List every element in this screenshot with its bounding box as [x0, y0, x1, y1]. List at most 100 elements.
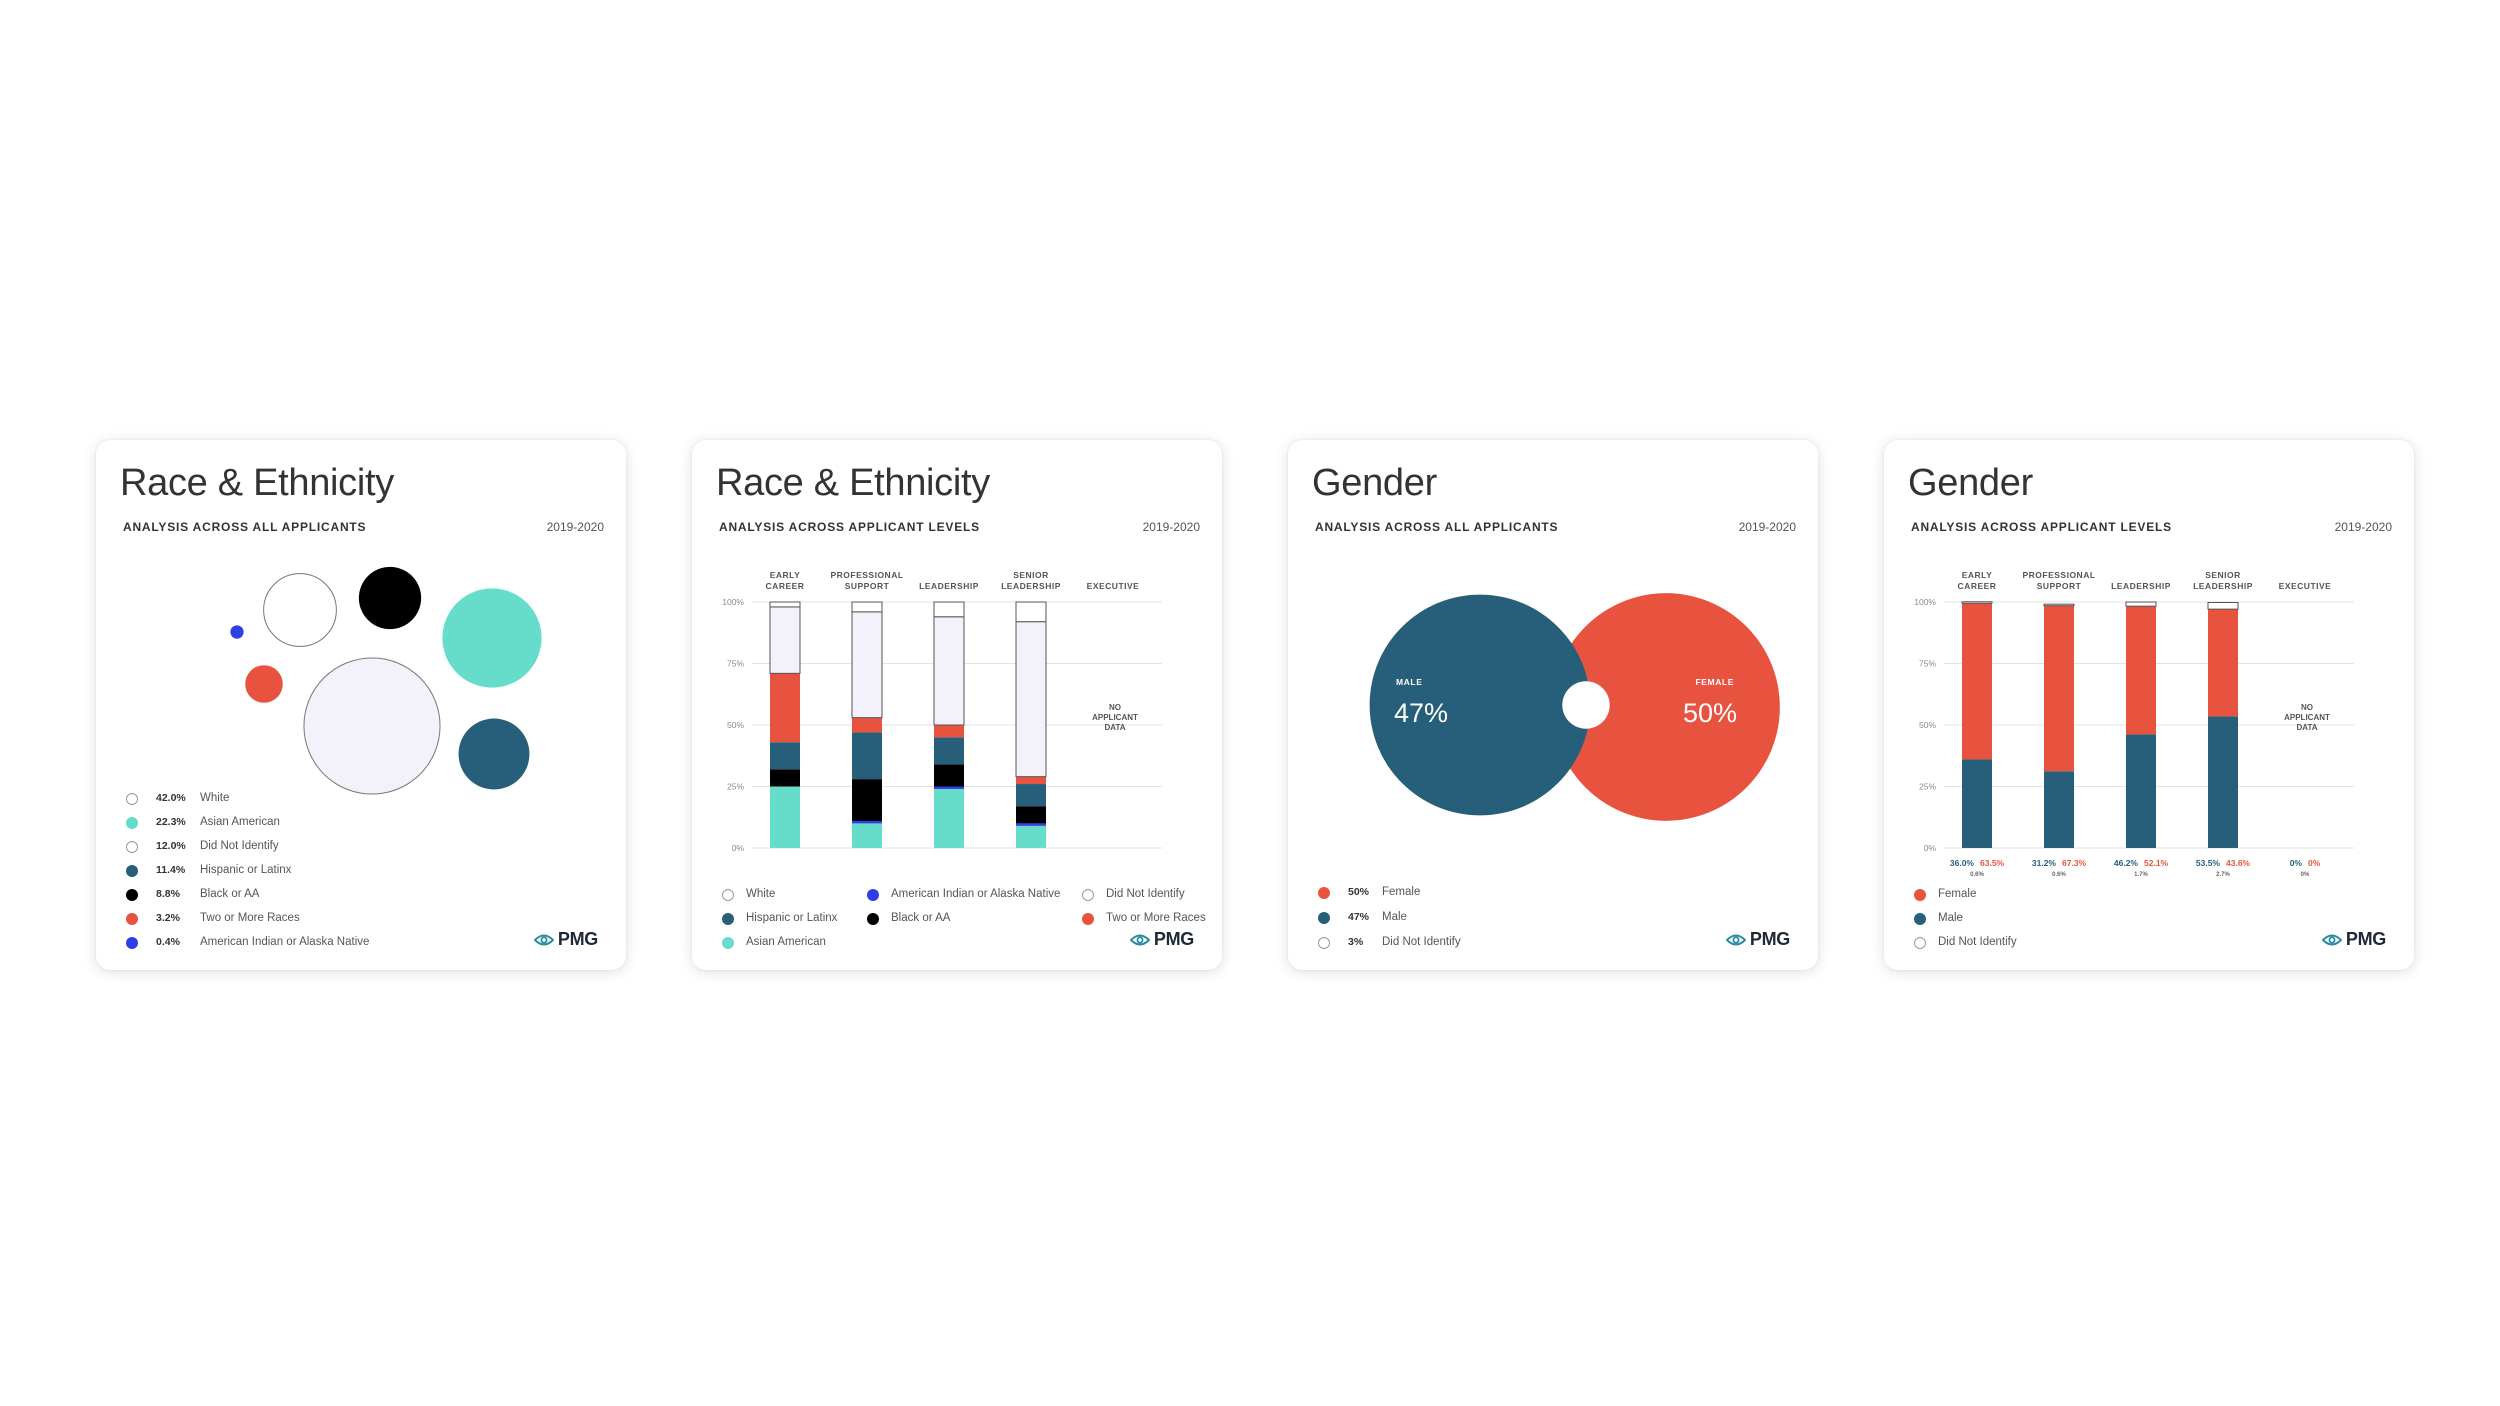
category-label: SUPPORT — [845, 581, 890, 591]
bar-segment-did-not-identify — [1961, 601, 1993, 604]
bar-segment-male — [1962, 759, 1992, 848]
pmg-logo: PMG — [533, 929, 598, 950]
bubble-white — [303, 657, 441, 795]
pmg-logo-icon — [1725, 934, 1746, 945]
legend-swatch — [722, 937, 734, 949]
legend-swatch — [1318, 887, 1330, 899]
legend-swatch — [1082, 889, 1094, 901]
legend-label: Two or More Races — [1106, 912, 1206, 924]
bar-segment-female — [2044, 605, 2074, 772]
card-title: Race & Ethnicity — [716, 462, 990, 504]
legend-label: White — [746, 888, 776, 900]
legend-label: Did Not Identify — [1382, 936, 1461, 948]
bar-segment-hispanic-or-latinx — [770, 742, 800, 770]
legend-swatch — [867, 889, 879, 901]
bar-segment-white — [1015, 621, 1047, 778]
legend-label: Hispanic or Latinx — [200, 864, 292, 876]
value-label-male: 46.2% — [2114, 858, 2139, 868]
bar-segment-male — [2126, 734, 2156, 848]
bar-segment-american-indian-or-alaska-native — [1016, 823, 1046, 826]
category-label: EARLY — [770, 570, 801, 580]
legend-label: Female — [1938, 888, 1977, 900]
venn-value-female: 50% — [1683, 698, 1737, 728]
no-data-label: APPLICANT — [1092, 713, 1138, 722]
card-subtitle: ANALYSIS ACROSS ALL APPLICANTS — [123, 520, 367, 534]
bar-segment-female — [1962, 603, 1992, 760]
no-data-label: NO — [1109, 703, 1121, 712]
card-race-levels: Race & Ethnicity ANALYSIS ACROSS APPLICA… — [692, 440, 1222, 970]
legend-swatch — [126, 913, 138, 925]
bar-segment-white — [933, 616, 965, 726]
legend-swatch — [126, 817, 138, 829]
y-tick-label: 100% — [722, 597, 744, 607]
category-label: SENIOR — [2205, 570, 2241, 580]
venn-value-male: 47% — [1394, 698, 1448, 728]
category-label: LEADERSHIP — [2193, 581, 2253, 591]
pmg-logo-text: PMG — [2345, 929, 2386, 949]
value-label-male: 53.5% — [2196, 858, 2221, 868]
bar-segment-two-or-more-races — [852, 717, 882, 733]
y-tick-label: 0% — [732, 843, 745, 853]
no-data-label: NO — [2301, 703, 2313, 712]
bubble-two-or-more-races — [245, 665, 283, 703]
legend-swatch — [126, 841, 138, 853]
pmg-logo-icon — [1129, 934, 1150, 945]
y-tick-label: 75% — [727, 659, 744, 669]
venn-label-female: FEMALE — [1695, 677, 1734, 687]
card-subtitle: ANALYSIS ACROSS APPLICANT LEVELS — [719, 520, 980, 534]
y-tick-label: 50% — [727, 720, 744, 730]
legend-label: Asian American — [746, 936, 826, 948]
venn-circle-female — [1552, 593, 1780, 821]
legend-swatch — [867, 913, 879, 925]
legend-swatch — [126, 865, 138, 877]
value-label-other: 0.6% — [1970, 872, 1984, 878]
pmg-logo-text: PMG — [1153, 929, 1194, 949]
bubble-did-not-identify — [263, 573, 337, 647]
category-label: CAREER — [1958, 581, 1997, 591]
value-label-female: 0% — [2308, 858, 2321, 868]
legend-label: American Indian or Alaska Native — [891, 888, 1061, 900]
card-title: Race & Ethnicity — [120, 462, 394, 504]
category-label: EXECUTIVE — [2279, 581, 2332, 591]
no-data-label: DATA — [1104, 723, 1125, 732]
bar-segment-did-not-identify — [1015, 601, 1047, 623]
legend-label: Male — [1938, 912, 1963, 924]
bar-segment-asian-american — [852, 823, 882, 848]
pmg-logo: PMG — [1129, 929, 1194, 950]
legend-value: 12.0% — [156, 840, 186, 852]
bar-segment-hispanic-or-latinx — [934, 737, 964, 765]
venn-circle-did-not-identify — [1562, 681, 1610, 729]
legend-label: Two or More Races — [200, 912, 300, 924]
pmg-logo: PMG — [1725, 929, 1790, 950]
bar-segment-did-not-identify — [2207, 601, 2239, 610]
value-label-other: 1.7% — [2134, 872, 2148, 878]
bar-segment-black-or-aa — [770, 769, 800, 787]
legend-swatch — [126, 937, 138, 949]
bar-segment-asian-american — [1016, 825, 1046, 848]
legend-swatch — [722, 889, 734, 901]
bar-segment-female — [2208, 609, 2238, 717]
legend-value: 0.4% — [156, 936, 180, 948]
bar-segment-asian-american — [770, 786, 800, 848]
value-label-female: 52.1% — [2144, 858, 2169, 868]
legend-label: Did Not Identify — [1106, 888, 1185, 900]
card-year: 2019-2020 — [546, 520, 604, 534]
card-year: 2019-2020 — [2334, 520, 2392, 534]
venn-circle-male — [1369, 594, 1591, 816]
pmg-logo-text: PMG — [557, 929, 598, 949]
value-label-other: 0.6% — [2052, 872, 2066, 878]
legend-swatch — [722, 913, 734, 925]
category-label: SENIOR — [1013, 570, 1049, 580]
value-label-female: 63.5% — [1980, 858, 2005, 868]
value-label-female: 43.6% — [2226, 858, 2251, 868]
pmg-logo-icon — [2321, 934, 2342, 945]
bar-segment-white — [851, 611, 883, 719]
gender-venn-chart: MALE 47% FEMALE 50% — [1369, 593, 1780, 821]
bar-segment-did-not-identify — [851, 601, 883, 613]
legend-label: Female — [1382, 886, 1421, 898]
bubble-chart — [230, 566, 542, 795]
legend-label: White — [200, 792, 230, 804]
category-label: PROFESSIONAL — [830, 570, 903, 580]
bar-segment-american-indian-or-alaska-native — [934, 786, 964, 789]
